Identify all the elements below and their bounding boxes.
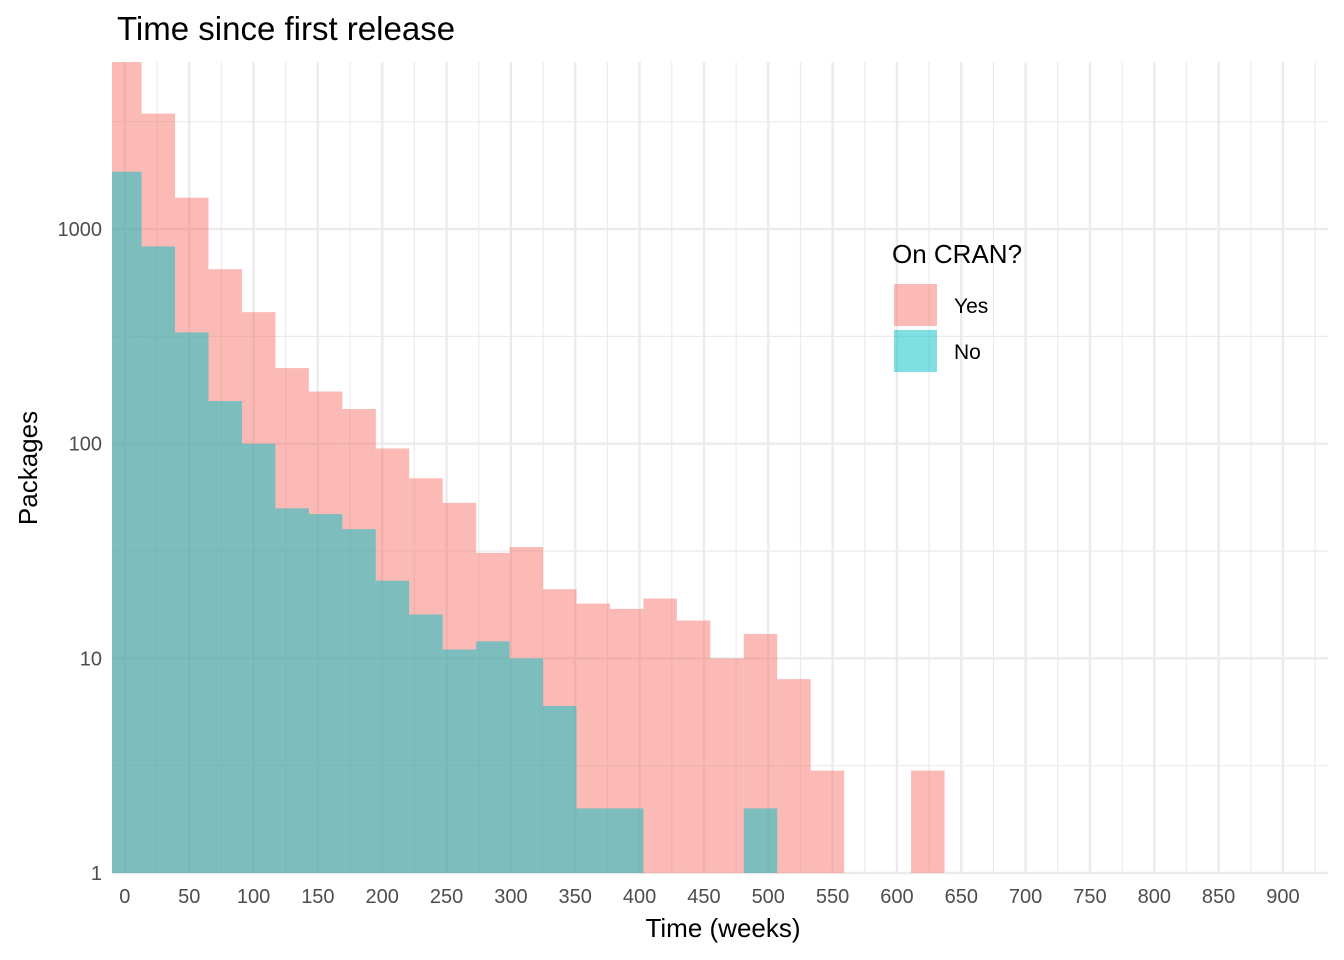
bar-no [609,808,644,873]
histogram-bars [112,62,945,874]
legend-label-yes: Yes [954,295,988,318]
x-tick-label: 600 [880,886,913,908]
y-axis-title: Packages [13,411,43,525]
bar-no [476,641,510,873]
y-tick-label: 1000 [58,219,103,241]
bar-yes [777,679,811,873]
x-tick-labels: 0 50 100 150 200 250 300 350 400 450 500 550 600 650 7… [119,886,1299,908]
x-axis-title: Time (weeks) [645,913,800,943]
x-tick-label: 850 [1202,886,1235,908]
bar-no [241,443,276,873]
bar-no [442,649,477,873]
x-tick-label: 700 [1009,886,1042,908]
bar-no [375,580,410,873]
x-tick-label: 450 [687,886,720,908]
chart-title: Time since first release [117,10,455,47]
bar-yes [643,598,677,873]
bar-no [743,808,778,873]
x-tick-label: 750 [1073,886,1106,908]
bar-no [409,614,443,873]
bar-yes [911,770,945,873]
legend: On CRAN? Yes No [892,239,1022,372]
x-tick-label: 200 [366,886,399,908]
x-tick-label: 550 [816,886,849,908]
legend-key-yes [894,284,937,326]
bar-no [175,332,209,873]
bar-no [342,529,376,873]
x-tick-label: 900 [1266,886,1299,908]
x-tick-label: 650 [945,886,978,908]
x-tick-label: 50 [178,886,200,908]
bar-no [275,508,309,873]
bar-no [509,658,544,873]
x-tick-label: 400 [623,886,656,908]
x-tick-label: 350 [559,886,592,908]
x-tick-label: 500 [752,886,785,908]
bar-no [141,246,176,874]
bar-yes [676,620,711,873]
x-tick-label: 0 [119,886,130,908]
x-tick-label: 100 [237,886,270,908]
bar-no [112,171,142,873]
bar-no [308,514,343,873]
y-tick-label: 10 [80,648,102,670]
bar-yes [710,658,744,873]
legend-title: On CRAN? [892,239,1022,269]
y-tick-label: 100 [69,434,102,456]
bar-no [543,705,577,873]
x-tick-label: 800 [1138,886,1171,908]
legend-key-no [894,330,937,372]
bar-no [576,808,610,873]
bar-no [208,401,242,873]
x-tick-label: 150 [301,886,334,908]
bar-yes [810,770,845,873]
x-tick-label: 250 [430,886,463,908]
legend-label-no: No [954,341,981,364]
x-tick-label: 300 [494,886,527,908]
y-tick-labels: 1 10 100 1000 [58,219,103,885]
y-tick-label: 1 [91,863,102,885]
